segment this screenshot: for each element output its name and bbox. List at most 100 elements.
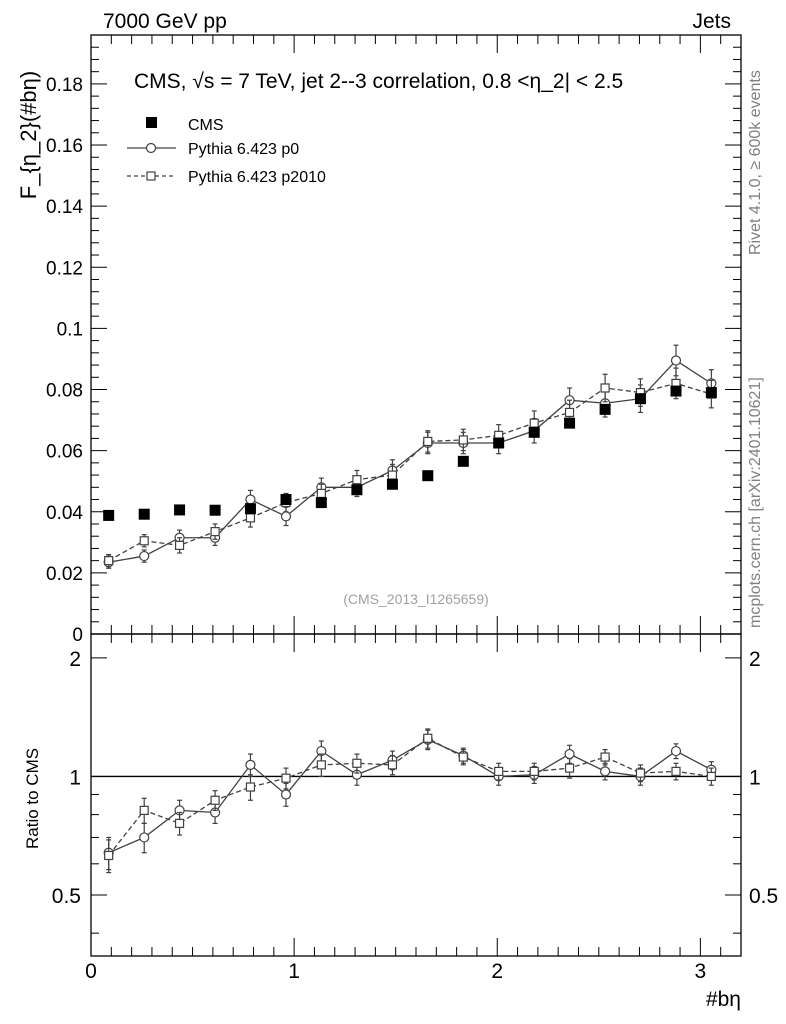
- ratio-y-tick-label-right: 2: [749, 648, 761, 671]
- cms-data-point: [386, 478, 398, 490]
- cms-data-point: [599, 403, 611, 415]
- series-line-pythia-6-423-p2010: [108, 737, 712, 856]
- p2010-data-point: [564, 763, 575, 773]
- cms-data-point: [670, 385, 682, 397]
- main-series-layer: [103, 344, 717, 569]
- p2010-data-point: [210, 527, 220, 537]
- p2010-data-point: [104, 556, 114, 566]
- header-process-label: Jets: [692, 10, 731, 33]
- p0-data-point: [139, 550, 150, 562]
- legend-marker-p0: [145, 142, 157, 154]
- header-energy-label: 7000 GeV pp: [103, 10, 227, 33]
- x-axis: 0 1 2 3: [85, 35, 742, 983]
- series-line-pythia-6-423-p0: [108, 738, 712, 854]
- p2010-data-point: [352, 758, 362, 768]
- p2010-data-point: [529, 418, 539, 428]
- main-y-axis-title: F_{η_2}(#bη): [16, 71, 41, 199]
- p2010-data-point: [635, 768, 646, 778]
- ratio-panel-frame: [90, 633, 742, 957]
- ratio-y-tick-label-left: 1: [69, 766, 81, 789]
- mcplots-source-label: mcplots.cern.ch [arXiv:2401.10621]: [747, 377, 764, 628]
- main-y-tick-label: 0: [72, 625, 83, 646]
- p2010-data-point: [316, 760, 326, 770]
- p2010-data-point: [245, 782, 256, 792]
- analysis-id-watermark: (CMS_2013_I1265659): [343, 591, 489, 607]
- p2010-data-point: [671, 766, 681, 776]
- rivet-version-label: Rivet 4.1.0, ≥ 600k events: [747, 70, 764, 255]
- x-axis-title: #bη: [706, 988, 741, 1011]
- p0-data-point: [139, 832, 150, 843]
- x-tick-label: 2: [491, 960, 503, 983]
- ratio-series-layer: [103, 728, 717, 874]
- p2010-data-point: [494, 766, 504, 776]
- p0-data-point: [280, 789, 292, 800]
- cms-data-point: [457, 455, 469, 467]
- cms-data-point: [174, 504, 186, 516]
- p2010-data-point: [458, 435, 468, 445]
- series-line-pythia-6-423-p2010: [108, 382, 712, 562]
- p0-data-point: [245, 759, 256, 770]
- main-y-tick-label: 0.1: [57, 319, 83, 340]
- p2010-data-point: [139, 536, 149, 546]
- cms-data-point: [422, 470, 434, 482]
- main-y-tick-label: 0.12: [46, 258, 83, 279]
- p2010-data-point: [458, 752, 468, 762]
- series-line-pythia-6-423-p0: [108, 359, 712, 563]
- main-y-tick-label: 0.04: [46, 503, 83, 524]
- legend: CMS Pythia 6.423 p0 Pythia 6.423 p2010: [127, 117, 326, 186]
- cms-data-point: [564, 417, 576, 429]
- ratio-y-tick-label-left: 0.5: [52, 885, 81, 908]
- cms-data-point: [209, 504, 221, 516]
- p2010-data-point: [281, 773, 291, 783]
- cms-data-point: [351, 484, 363, 496]
- cms-data-point: [634, 393, 646, 405]
- legend-marker-cms: [146, 117, 157, 128]
- main-y-axis-title-text: F_{η_2}(#bη): [16, 71, 41, 199]
- ratio-y-tick-label-right: 1: [749, 766, 761, 789]
- p2010-data-point: [104, 850, 114, 861]
- p2010-data-point: [600, 383, 610, 393]
- ratio-y-tick-label-right: 0.5: [749, 885, 778, 908]
- p0-data-point: [600, 766, 611, 777]
- cms-data-point: [103, 509, 115, 521]
- p0-data-point: [564, 748, 575, 760]
- p2010-data-point: [423, 436, 433, 447]
- ratio-y-axis-title: Ratio to CMS: [23, 748, 42, 849]
- plot-title: CMS, √s = 7 TeV, jet 2--3 correlation, 0…: [134, 70, 623, 93]
- cms-data-point: [705, 387, 717, 399]
- legend-marker-p2010: [146, 171, 156, 181]
- p2010-data-point: [387, 470, 398, 480]
- cms-data-point: [315, 497, 327, 509]
- p2010-data-point: [706, 771, 716, 782]
- p2010-data-point: [174, 818, 185, 828]
- x-tick-label: 3: [695, 960, 707, 983]
- main-y-tick-label: 0.18: [46, 75, 83, 96]
- p2010-data-point: [316, 488, 326, 499]
- p0-data-point: [245, 494, 256, 505]
- legend-label-p2010: Pythia 6.423 p2010: [188, 169, 326, 186]
- p2010-data-point: [529, 766, 539, 776]
- cms-data-point: [280, 494, 292, 506]
- legend-label-cms: CMS: [188, 117, 224, 134]
- p2010-data-point: [600, 752, 610, 762]
- p2010-data-point: [245, 513, 256, 523]
- main-y-tick-label: 0.08: [46, 381, 83, 402]
- p2010-data-point: [210, 795, 220, 805]
- cms-data-point: [528, 426, 540, 438]
- x-tick-label: 1: [288, 960, 300, 983]
- main-y-tick-label: 0.06: [46, 442, 83, 463]
- legend-label-p0: Pythia 6.423 p0: [188, 141, 299, 158]
- main-y-tick-label: 0.14: [46, 197, 83, 218]
- ratio-y-tick-label-left: 2: [69, 648, 81, 671]
- p2010-data-point: [423, 733, 433, 743]
- p2010-data-point: [139, 805, 149, 815]
- cms-data-point: [244, 503, 256, 515]
- p0-data-point: [670, 355, 682, 366]
- cms-data-point: [138, 508, 150, 520]
- main-y-axis: 0 0.02 0.04 0.06 0.08 0.1 0.12 0.14 0.16 0.18: [46, 34, 741, 646]
- p0-data-point: [670, 745, 682, 757]
- p2010-data-point: [564, 407, 575, 418]
- main-y-tick-label: 0.16: [46, 136, 83, 157]
- p2010-data-point: [174, 540, 185, 550]
